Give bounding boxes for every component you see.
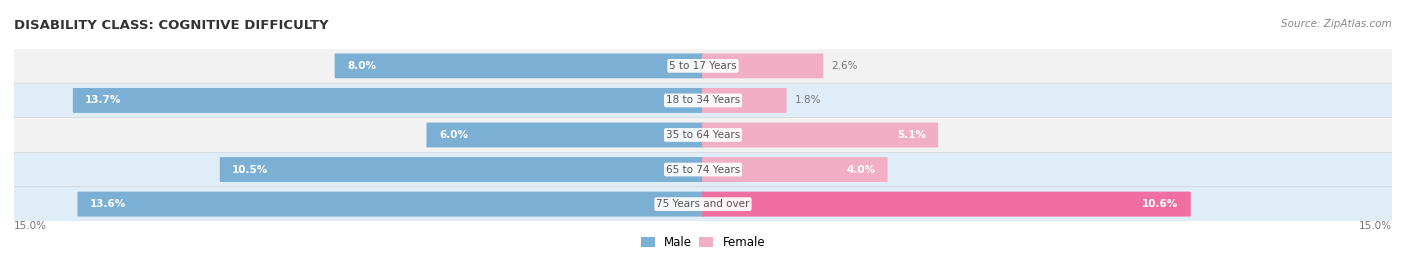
Text: 15.0%: 15.0% xyxy=(14,221,46,231)
FancyBboxPatch shape xyxy=(73,88,704,113)
Legend: Male, Female: Male, Female xyxy=(636,231,770,254)
Text: 35 to 64 Years: 35 to 64 Years xyxy=(666,130,740,140)
FancyBboxPatch shape xyxy=(13,83,1393,118)
Text: 15.0%: 15.0% xyxy=(1360,221,1392,231)
FancyBboxPatch shape xyxy=(13,152,1393,187)
FancyBboxPatch shape xyxy=(219,157,704,182)
FancyBboxPatch shape xyxy=(13,187,1393,221)
Text: 2.6%: 2.6% xyxy=(831,61,858,71)
Text: 4.0%: 4.0% xyxy=(846,164,875,175)
Text: 6.0%: 6.0% xyxy=(439,130,468,140)
Text: Source: ZipAtlas.com: Source: ZipAtlas.com xyxy=(1281,19,1392,29)
Text: 65 to 74 Years: 65 to 74 Years xyxy=(666,164,740,175)
FancyBboxPatch shape xyxy=(335,53,704,78)
FancyBboxPatch shape xyxy=(702,53,824,78)
FancyBboxPatch shape xyxy=(702,88,786,113)
Text: 13.6%: 13.6% xyxy=(90,199,127,209)
FancyBboxPatch shape xyxy=(702,192,1191,217)
Text: 5.1%: 5.1% xyxy=(897,130,925,140)
Text: 18 to 34 Years: 18 to 34 Years xyxy=(666,95,740,106)
Text: 13.7%: 13.7% xyxy=(86,95,122,106)
FancyBboxPatch shape xyxy=(702,157,887,182)
Text: 10.6%: 10.6% xyxy=(1142,199,1178,209)
FancyBboxPatch shape xyxy=(702,123,938,147)
FancyBboxPatch shape xyxy=(13,49,1393,83)
Text: 1.8%: 1.8% xyxy=(794,95,821,106)
Text: 75 Years and over: 75 Years and over xyxy=(657,199,749,209)
FancyBboxPatch shape xyxy=(77,192,704,217)
Text: 5 to 17 Years: 5 to 17 Years xyxy=(669,61,737,71)
FancyBboxPatch shape xyxy=(13,118,1393,152)
Text: DISABILITY CLASS: COGNITIVE DIFFICULTY: DISABILITY CLASS: COGNITIVE DIFFICULTY xyxy=(14,19,329,32)
Text: 8.0%: 8.0% xyxy=(347,61,375,71)
Text: 10.5%: 10.5% xyxy=(232,164,269,175)
FancyBboxPatch shape xyxy=(426,123,704,147)
